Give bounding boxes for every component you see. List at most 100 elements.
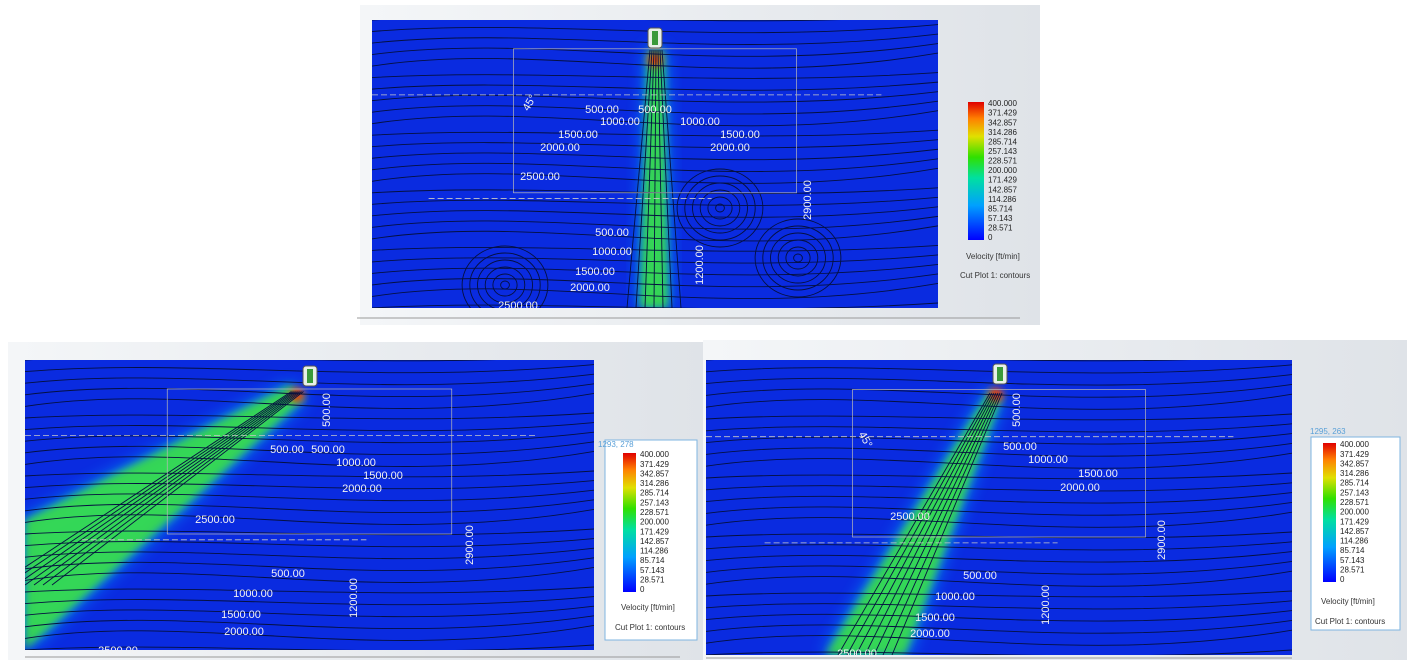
streamline [706, 393, 1292, 410]
streamline [706, 560, 1292, 575]
cfd-panel: 45°500.00500.001000.001500.002000.002500… [706, 360, 1401, 660]
colorbar-label: 142.857 [640, 537, 669, 546]
dimension-label: 2000.00 [224, 626, 264, 638]
streamline [372, 215, 938, 230]
colorbar [1323, 443, 1336, 582]
streamline [372, 187, 938, 195]
colorbar-label: 285.714 [1340, 479, 1369, 488]
streamline [25, 615, 594, 629]
streamline [372, 81, 938, 91]
flow-layer [706, 360, 1292, 655]
jet-core [825, 390, 1002, 655]
streamline [25, 538, 594, 548]
dimension-frame [513, 48, 797, 194]
streamline [706, 482, 1292, 492]
streamline [25, 392, 594, 409]
jet-streamline [25, 391, 296, 580]
jet-streamline [891, 392, 1003, 655]
colorbar-label: 257.143 [1340, 488, 1369, 497]
colorbar-label: 114.286 [988, 195, 1017, 204]
colorbar-label: 0 [988, 233, 993, 242]
colorbar-label: 314.286 [988, 128, 1017, 137]
streamline [372, 196, 938, 206]
coordinates: 1295, 263 [1310, 427, 1346, 436]
streamline [706, 492, 1292, 504]
vortex [715, 203, 725, 213]
colorbar-label: 28.571 [640, 575, 665, 584]
streamline [25, 450, 594, 467]
nozzle-core [307, 369, 313, 383]
colorbar-label: 285.714 [988, 137, 1017, 146]
colorbar-label: 314.286 [1340, 469, 1369, 478]
vortex [762, 225, 834, 291]
colorbar-label: 142.857 [988, 185, 1017, 194]
dimension-label: 1200.00 [694, 245, 706, 285]
streamline [372, 52, 938, 69]
vortex [676, 168, 764, 248]
colorbar-label: 314.286 [640, 479, 669, 488]
streamline [706, 452, 1292, 469]
dimension-label: 500.00 [595, 227, 629, 239]
flow-layer [25, 360, 594, 650]
colorbar-label: 257.143 [988, 147, 1017, 156]
colorbar-label: 114.286 [1340, 537, 1369, 546]
streamline [25, 441, 594, 455]
colorbar-label: 28.571 [1340, 565, 1365, 574]
streamline [706, 433, 1292, 445]
dimension-label: 1000.00 [592, 246, 632, 258]
vortex [699, 189, 741, 227]
legend-box [604, 439, 698, 641]
streamline [372, 254, 938, 264]
vortex [692, 182, 748, 234]
streamline [706, 531, 1292, 539]
vortex [492, 273, 518, 297]
dimension-label: 2000.00 [1060, 482, 1100, 494]
streamline [25, 431, 594, 444]
streamline [25, 422, 594, 432]
vortex [777, 239, 819, 277]
dimension-label: 2500.00 [195, 514, 235, 526]
dimension-label: 1500.00 [915, 612, 955, 624]
streamline [372, 139, 938, 149]
colorbar-label: 400.000 [988, 99, 1017, 108]
dimension-label: 2000.00 [540, 142, 580, 154]
vortex [793, 253, 803, 263]
dimension-label: 1200.00 [348, 578, 360, 618]
jet-streamline [661, 49, 682, 308]
flow-layer [372, 20, 938, 308]
streamline [25, 586, 594, 594]
jet-streamline [864, 392, 997, 655]
colorbar-label: 342.857 [1340, 459, 1369, 468]
dimension-label: 2500.00 [498, 300, 538, 312]
streamline [372, 273, 938, 288]
streamline [706, 511, 1292, 528]
dimension-label: 1500.00 [558, 129, 598, 141]
colorbar-label: 371.429 [988, 109, 1017, 118]
jet-streamline [659, 49, 673, 308]
legend-quantity: Velocity [ft/min] [966, 252, 1020, 261]
vortex [785, 246, 811, 270]
jet-streamline [626, 49, 651, 308]
vortex [684, 175, 756, 241]
dimension-label: 2000.00 [570, 282, 610, 294]
streamline [372, 43, 938, 57]
dimension-label: 500.00 [311, 444, 345, 456]
streamline [706, 619, 1292, 634]
streamline [706, 629, 1292, 646]
colorbar-label: 57.143 [640, 566, 665, 575]
streamline [25, 470, 594, 478]
dimension-label: 500.00 [321, 393, 333, 427]
streamline [706, 590, 1292, 598]
dimension-label: 2500.00 [890, 511, 930, 523]
streamline [25, 547, 594, 560]
colorbar-label: 257.143 [640, 498, 669, 507]
nozzle-core [652, 31, 658, 45]
streamline [25, 528, 594, 536]
colorbar-label: 85.714 [1340, 546, 1365, 555]
dimension-label: 1200.00 [1040, 585, 1052, 625]
dimension-label: 1500.00 [575, 266, 615, 278]
dimension-frame [166, 388, 453, 535]
dimension-label: 500.00 [271, 568, 305, 580]
